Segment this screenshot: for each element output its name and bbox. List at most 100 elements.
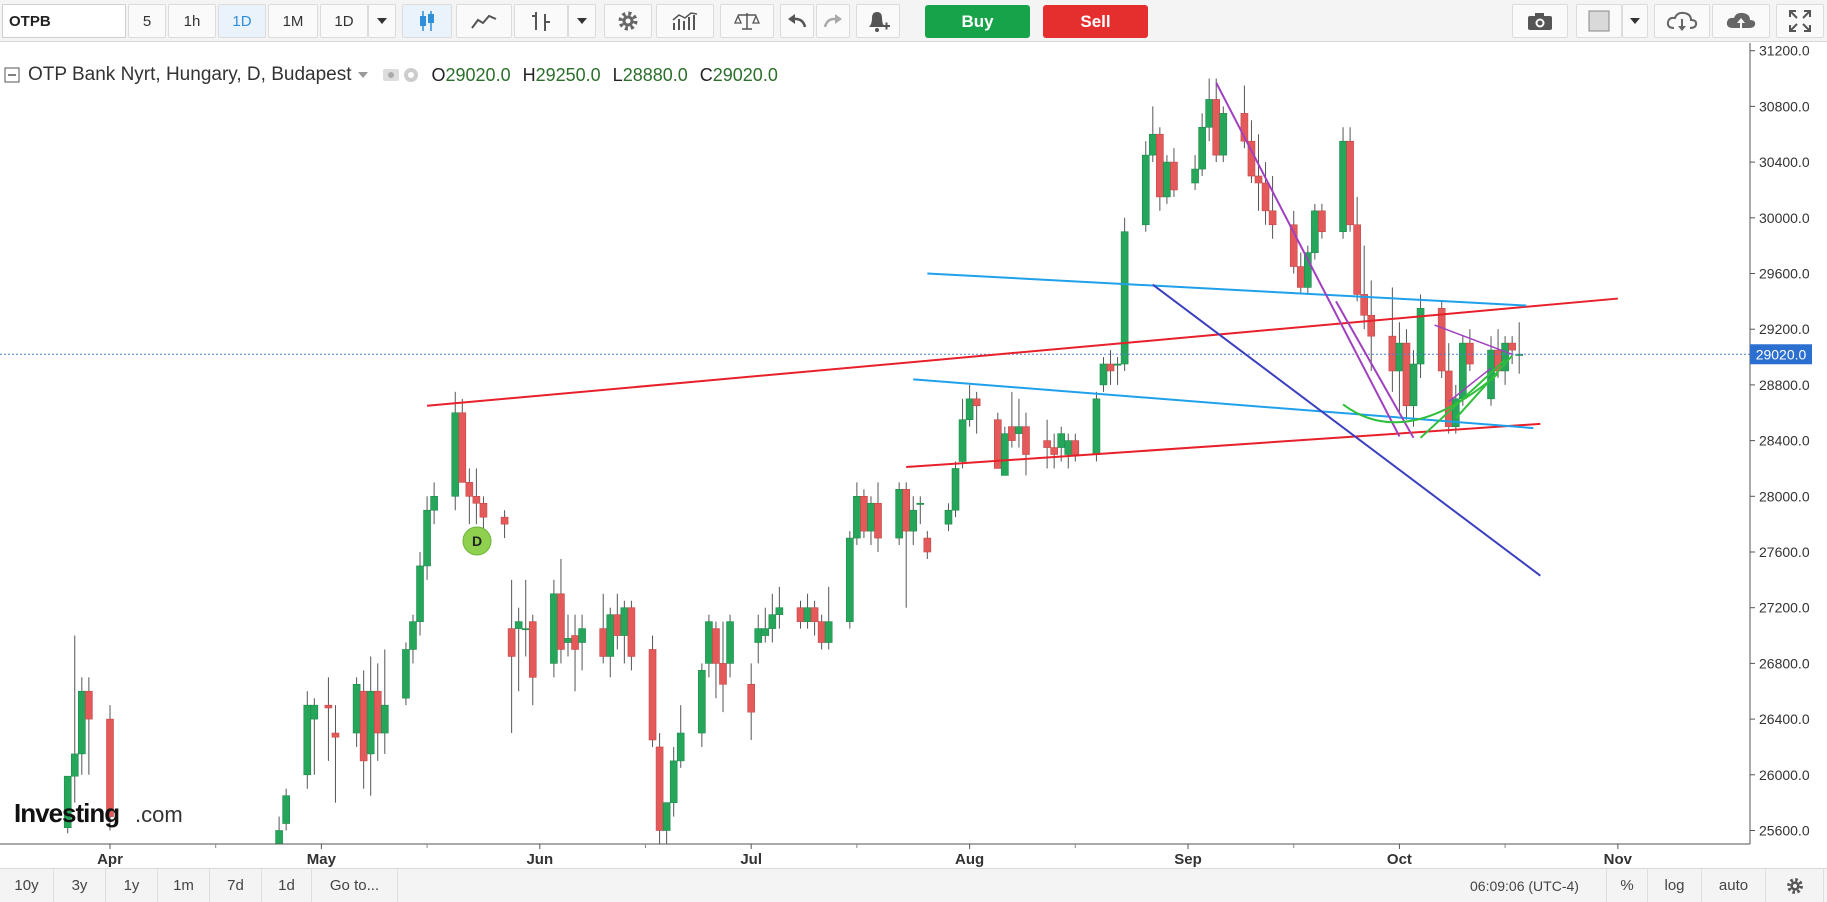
candle[interactable] — [803, 593, 812, 629]
candle[interactable] — [1212, 78, 1221, 163]
candle[interactable] — [430, 482, 438, 525]
log-scale-button[interactable]: log — [1648, 869, 1702, 902]
upper-channel-line[interactable] — [927, 272, 1527, 307]
candle[interactable] — [824, 586, 833, 650]
candle[interactable] — [669, 746, 678, 817]
instrument-title[interactable]: OTP Bank Nyrt, Hungary, D, Budapest — [28, 64, 352, 85]
candle[interactable] — [726, 614, 734, 678]
candle[interactable] — [402, 642, 410, 706]
candle[interactable] — [1402, 329, 1411, 420]
alert-button[interactable] — [856, 4, 900, 38]
bar-chart-button[interactable] — [514, 4, 568, 38]
candle[interactable] — [366, 656, 375, 796]
candle[interactable] — [895, 482, 903, 546]
candle[interactable] — [705, 614, 713, 678]
candle[interactable] — [1367, 280, 1376, 371]
support-trendline[interactable] — [906, 422, 1541, 469]
candle[interactable] — [557, 558, 565, 664]
candle[interactable] — [1120, 217, 1129, 371]
candle[interactable] — [1444, 343, 1453, 434]
color-button[interactable] — [1576, 4, 1622, 38]
interval-1d-button[interactable]: 1D — [218, 4, 266, 38]
eye-icon[interactable] — [382, 67, 400, 83]
candle[interactable] — [698, 663, 706, 747]
candle[interactable] — [1508, 336, 1516, 365]
candle[interactable] — [1261, 162, 1270, 225]
candle[interactable] — [324, 677, 333, 761]
sell-button[interactable]: Sell — [1043, 5, 1148, 38]
candle[interactable] — [712, 621, 720, 699]
candle[interactable] — [916, 496, 925, 525]
redo-button[interactable] — [816, 4, 850, 38]
candle[interactable] — [1466, 329, 1474, 371]
candle[interactable] — [1071, 433, 1080, 462]
settings-button[interactable] — [604, 4, 652, 38]
candle[interactable] — [1106, 350, 1115, 385]
candle[interactable] — [1092, 391, 1101, 462]
candle[interactable] — [70, 635, 79, 803]
candle[interactable] — [606, 607, 615, 678]
candle[interactable] — [500, 510, 509, 539]
candle[interactable] — [902, 482, 910, 608]
candle[interactable] — [1008, 391, 1016, 448]
candle[interactable] — [1156, 127, 1164, 211]
candle[interactable] — [521, 579, 530, 657]
candle[interactable] — [1296, 252, 1305, 295]
candle[interactable] — [63, 775, 72, 834]
candle[interactable] — [507, 579, 516, 734]
candle[interactable] — [1015, 398, 1023, 448]
load-chart-button[interactable] — [1654, 4, 1710, 38]
candle[interactable] — [352, 677, 361, 747]
candle[interactable] — [331, 705, 340, 803]
range-1d-button[interactable]: 1d — [262, 869, 312, 902]
resistance-trendline[interactable] — [426, 297, 1618, 407]
candle[interactable] — [719, 621, 727, 713]
candle[interactable] — [1268, 176, 1277, 239]
candle[interactable] — [564, 614, 572, 657]
chart-type-dropdown[interactable] — [568, 4, 596, 38]
interval-dropdown-button[interactable] — [368, 4, 396, 38]
candle[interactable] — [676, 705, 685, 768]
compare-button[interactable] — [720, 4, 774, 38]
pennant-bottom-line[interactable] — [1448, 367, 1492, 403]
candle[interactable] — [796, 600, 805, 629]
auto-scale-button[interactable]: auto — [1702, 869, 1766, 902]
candle[interactable] — [613, 593, 622, 650]
candle[interactable] — [1141, 141, 1150, 232]
candle[interactable] — [409, 614, 417, 664]
candle[interactable] — [451, 391, 460, 511]
candle[interactable] — [1043, 419, 1051, 469]
candle[interactable] — [1163, 155, 1171, 204]
descending-channel-line[interactable] — [1152, 283, 1541, 577]
candle[interactable] — [465, 468, 474, 525]
candle[interactable] — [620, 600, 629, 664]
pennant-top-line[interactable] — [1434, 324, 1513, 355]
candle[interactable] — [846, 531, 854, 629]
candle[interactable] — [423, 496, 431, 580]
candle[interactable] — [754, 614, 763, 664]
candle[interactable] — [1437, 301, 1446, 378]
candle[interactable] — [571, 614, 579, 692]
candle[interactable] — [747, 663, 755, 740]
candle[interactable] — [1198, 113, 1206, 177]
candle[interactable] — [1289, 210, 1298, 274]
candle[interactable] — [923, 531, 932, 559]
candle[interactable] — [282, 788, 290, 831]
candle[interactable] — [1339, 127, 1347, 239]
falling-wedge-line[interactable] — [1215, 82, 1401, 437]
candle[interactable] — [85, 677, 93, 775]
candle[interactable] — [867, 496, 875, 546]
candle[interactable] — [458, 398, 467, 483]
candle[interactable] — [958, 398, 967, 469]
candle[interactable] — [944, 503, 953, 532]
candle[interactable] — [1515, 322, 1523, 374]
candle[interactable] — [1346, 127, 1354, 232]
candle[interactable] — [1395, 322, 1404, 413]
candle[interactable] — [1170, 148, 1178, 197]
lower-channel-line[interactable] — [913, 378, 1534, 430]
percent-scale-button[interactable]: % — [1606, 869, 1648, 902]
candle[interactable] — [775, 586, 784, 629]
candle[interactable] — [1191, 155, 1199, 190]
interval-selector-button[interactable]: 1D — [320, 4, 368, 38]
candle[interactable] — [310, 698, 319, 775]
